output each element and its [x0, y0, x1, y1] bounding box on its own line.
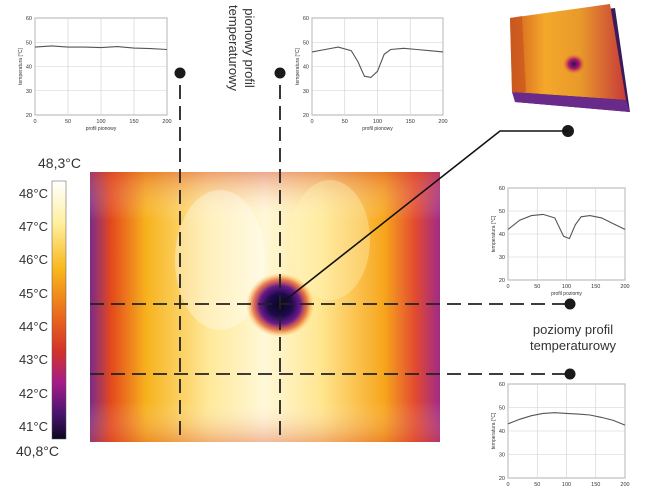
x-tick-label: 0 [310, 119, 313, 125]
y-axis-title: temperatura [°C] [491, 412, 497, 449]
profile-marker [564, 368, 576, 380]
x-tick-label: 100 [562, 284, 571, 290]
x-tick-label: 0 [33, 119, 36, 125]
profile-marker [274, 67, 286, 79]
x-tick-label: 150 [406, 119, 415, 125]
x-axis-title: profil poziomy [551, 291, 582, 297]
x-tick-label: 50 [342, 119, 348, 125]
y-tick-label: 60 [303, 16, 309, 22]
colorbar-min-label: 40,8°C [16, 443, 59, 459]
x-axis-title: profil pionowy [362, 126, 393, 132]
profile-marker [174, 67, 186, 79]
colorbar-tick: 41°C [19, 419, 48, 434]
y-tick-label: 30 [499, 453, 505, 459]
profile-chart-right-upper: 0 50 100 150 200 60 50 40 30 20 profil poziomy temp… [491, 186, 630, 297]
y-tick-label: 40 [499, 232, 505, 238]
temperature-profile-line [507, 412, 626, 426]
x-tick-label: 200 [438, 119, 447, 125]
colorbar-tick: 44°C [19, 319, 48, 334]
y-tick-label: 20 [499, 476, 505, 482]
y-tick-label: 40 [499, 429, 505, 435]
x-tick-label: 100 [96, 119, 105, 125]
x-tick-label: 0 [506, 482, 509, 487]
profile-chart-top-left: 0 50 100 150 200 60 50 40 30 20 profil pionowy temp… [18, 16, 172, 132]
x-tick-label: 100 [562, 482, 571, 487]
x-axis-title: profil pionowy [86, 126, 117, 132]
y-tick-label: 60 [26, 16, 32, 22]
y-tick-label: 20 [499, 278, 505, 284]
y-tick-label: 60 [499, 382, 505, 388]
y-tick-label: 40 [303, 65, 309, 71]
x-tick-label: 0 [506, 284, 509, 290]
x-tick-label: 150 [591, 284, 600, 290]
y-tick-label: 30 [26, 89, 32, 95]
colorbar-tick: 43°C [19, 352, 48, 367]
y-tick-label: 30 [303, 89, 309, 95]
temperature-profile-line [507, 213, 626, 240]
x-tick-label: 50 [534, 284, 540, 290]
horizontal-profile-label: poziomy profil temperaturowy [530, 322, 616, 353]
x-tick-label: 50 [534, 482, 540, 487]
y-axis-title: temperatura [°C] [295, 48, 301, 85]
svg-text:temperaturowy: temperaturowy [530, 338, 616, 353]
temperature-profile-line [34, 45, 168, 51]
tile-pointer-line [282, 130, 568, 303]
y-axis-title: temperatura [°C] [491, 215, 497, 252]
thermal-image [90, 172, 440, 442]
profile-marker [564, 298, 576, 310]
3d-tile-surface [510, 4, 630, 112]
y-tick-label: 20 [303, 113, 309, 119]
colorbar-tick: 45°C [19, 286, 48, 301]
profile-lines [90, 85, 565, 442]
profile-chart-top-right: 0 50 100 150 200 60 50 40 30 20 profil pionowy temp… [295, 16, 448, 132]
x-tick-label: 200 [620, 284, 629, 290]
x-tick-label: 150 [591, 482, 600, 487]
y-tick-label: 50 [499, 209, 505, 215]
vertical-profile-label: pionowy profil temperaturowy [226, 5, 257, 91]
y-axis-title: temperatura [°C] [18, 48, 24, 85]
y-tick-label: 40 [26, 65, 32, 71]
x-tick-label: 200 [620, 482, 629, 487]
colorbar-tick: 42°C [19, 386, 48, 401]
svg-text:poziomy profil: poziomy profil [533, 322, 613, 337]
colorbar-max-label: 48,3°C [38, 155, 81, 171]
y-tick-label: 30 [499, 255, 505, 261]
temperature-profile-line [311, 46, 444, 78]
colorbar [51, 180, 67, 440]
y-tick-label: 20 [26, 113, 32, 119]
colorbar-tick: 47°C [19, 219, 48, 234]
colorbar-tick: 48°C [19, 186, 48, 201]
x-tick-label: 200 [162, 119, 171, 125]
y-tick-label: 50 [303, 40, 309, 46]
x-tick-label: 150 [129, 119, 138, 125]
svg-text:temperaturowy: temperaturowy [226, 5, 241, 91]
y-tick-label: 50 [26, 40, 32, 46]
x-tick-label: 100 [373, 119, 382, 125]
x-tick-label: 50 [65, 119, 71, 125]
y-tick-label: 60 [499, 186, 505, 192]
colorbar-tick: 46°C [19, 252, 48, 267]
y-tick-label: 50 [499, 406, 505, 412]
svg-text:pionowy profil: pionowy profil [242, 8, 257, 88]
